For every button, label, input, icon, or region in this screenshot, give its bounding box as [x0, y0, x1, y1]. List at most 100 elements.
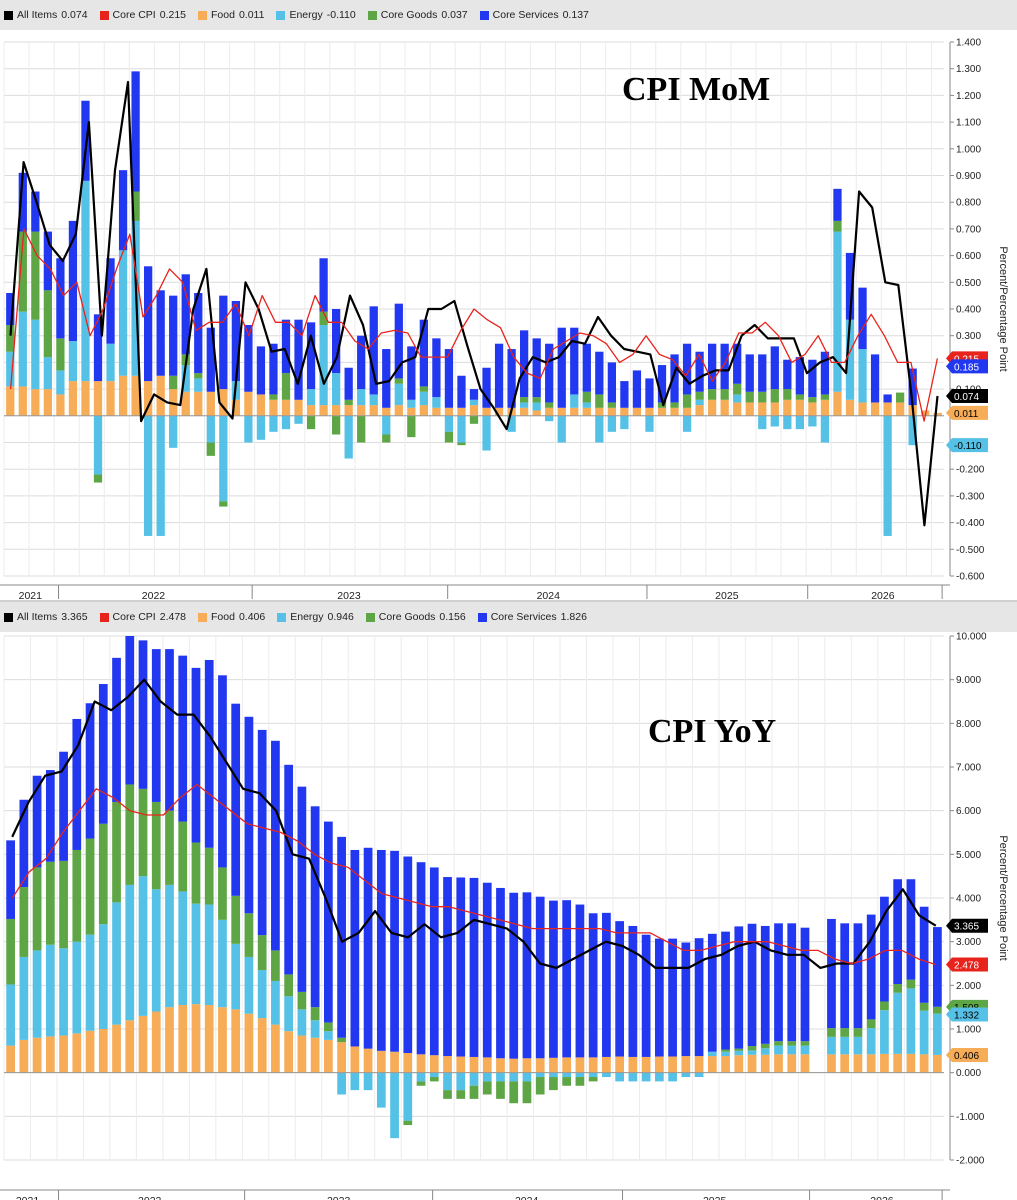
- bar-energy: [482, 1072, 492, 1082]
- bar-core-goods: [906, 979, 916, 989]
- bar-food: [72, 1033, 82, 1073]
- bar-food: [657, 407, 667, 416]
- bar-energy: [457, 415, 466, 443]
- bar-core-goods: [337, 1037, 346, 1043]
- bar-core-services: [165, 649, 174, 811]
- bar-core-goods: [407, 415, 416, 438]
- bar-food: [870, 402, 880, 416]
- bar-energy: [509, 1072, 519, 1082]
- bar-food: [582, 407, 591, 416]
- bar-core-goods: [32, 867, 42, 951]
- bar-food: [68, 381, 78, 416]
- bar-food: [206, 391, 215, 416]
- y-tick-label: 1.000: [956, 144, 981, 155]
- y-axis-title: Percent/Percentage Point: [997, 246, 1009, 371]
- bar-food: [628, 1056, 638, 1073]
- bar-food: [432, 407, 441, 416]
- bar-food: [456, 1056, 466, 1073]
- bar-core-services: [219, 295, 228, 390]
- bar-energy: [306, 389, 316, 406]
- bar-food: [98, 1029, 108, 1073]
- cpi-mom-chart: 1.400 1.300 1.200 1.100 1.000 0.900 0.800 0.700…: [0, 38, 1009, 600]
- bar-core-services: [306, 322, 316, 390]
- bar-core-goods: [191, 842, 201, 904]
- bar-food: [707, 399, 717, 416]
- y-tick-label: -0.600: [956, 572, 985, 583]
- bar-food: [545, 407, 554, 416]
- bar-core-goods: [56, 338, 65, 371]
- bar-energy: [344, 415, 353, 459]
- y-tick-label: -1.000: [956, 1112, 985, 1123]
- bar-food: [43, 389, 53, 416]
- bar-core-goods: [281, 373, 291, 400]
- legend-label: Core Services: [490, 611, 557, 623]
- bar-food: [919, 1054, 929, 1073]
- bar-food: [694, 1056, 704, 1073]
- bar-core-goods: [257, 935, 267, 971]
- bar-energy: [607, 415, 617, 432]
- bar-core-services: [106, 258, 115, 344]
- bar-core-services: [331, 309, 341, 374]
- bar-core-goods: [720, 389, 729, 400]
- bar-core-goods: [795, 394, 805, 400]
- bar-food: [632, 407, 642, 416]
- bar-energy: [6, 984, 15, 1046]
- bar-energy: [68, 341, 78, 382]
- bar-energy: [641, 1072, 651, 1082]
- bar-core-goods: [695, 391, 704, 400]
- bar-core-goods: [331, 415, 341, 435]
- bar-core-services: [641, 934, 651, 1057]
- bar-food: [394, 405, 403, 416]
- legend-swatch: [365, 612, 375, 622]
- bar-energy: [204, 904, 214, 1005]
- bar-energy: [403, 1072, 413, 1121]
- bar-core-services: [575, 904, 585, 1058]
- bar-food: [853, 1054, 863, 1073]
- bar-core-services: [344, 367, 353, 400]
- bar-core-goods: [783, 389, 792, 400]
- legend-item-food: Food 0.406: [198, 611, 265, 623]
- bar-food: [271, 1024, 280, 1073]
- bar-food: [256, 394, 266, 416]
- bar-energy: [81, 180, 90, 382]
- bar-energy: [281, 415, 291, 430]
- y-tick-label: 1.200: [956, 91, 981, 102]
- bar-energy: [758, 415, 767, 430]
- bar-core-goods: [733, 383, 742, 395]
- y-tick-label: 7.000: [956, 763, 981, 774]
- bar-core-services: [178, 655, 188, 822]
- bar-food: [933, 412, 942, 416]
- bar-core-services: [244, 716, 254, 914]
- bar-core-goods: [509, 1081, 519, 1104]
- bar-food: [45, 1036, 55, 1073]
- bar-core-services: [747, 923, 757, 1047]
- svg-text:0.074: 0.074: [954, 392, 979, 403]
- bar-food: [112, 1024, 121, 1073]
- legend-label: Core Goods: [380, 9, 438, 21]
- bar-food: [344, 405, 353, 416]
- y-tick-label: -2.000: [956, 1156, 985, 1167]
- bar-core-goods: [670, 402, 679, 408]
- bar-energy: [721, 1051, 730, 1057]
- bar-food: [6, 386, 15, 416]
- legend-item-core-cpi: Core CPI 0.215: [99, 9, 186, 21]
- bar-core-services: [284, 764, 294, 975]
- bar-core-services: [382, 349, 391, 408]
- bar-energy: [363, 1072, 373, 1091]
- bar-core-services: [906, 879, 916, 980]
- legend-label: All Items: [17, 611, 58, 623]
- bar-energy: [32, 950, 42, 1038]
- bar-core-goods: [429, 1077, 439, 1082]
- legend-item-food: Food 0.011: [198, 9, 264, 21]
- legend-value: 2.478: [159, 611, 187, 623]
- bar-food: [429, 1055, 439, 1073]
- bar-core-services: [429, 867, 439, 1056]
- bar-food: [509, 1058, 519, 1073]
- bar-energy: [535, 1072, 545, 1078]
- bar-core-goods: [469, 1085, 479, 1099]
- legend-item-core-services: Core Services 0.137: [479, 9, 589, 21]
- y-tick-label: 0.500: [956, 278, 981, 289]
- bar-energy: [694, 1072, 704, 1078]
- bar-core-services: [151, 649, 161, 802]
- bar-core-services: [734, 926, 744, 1049]
